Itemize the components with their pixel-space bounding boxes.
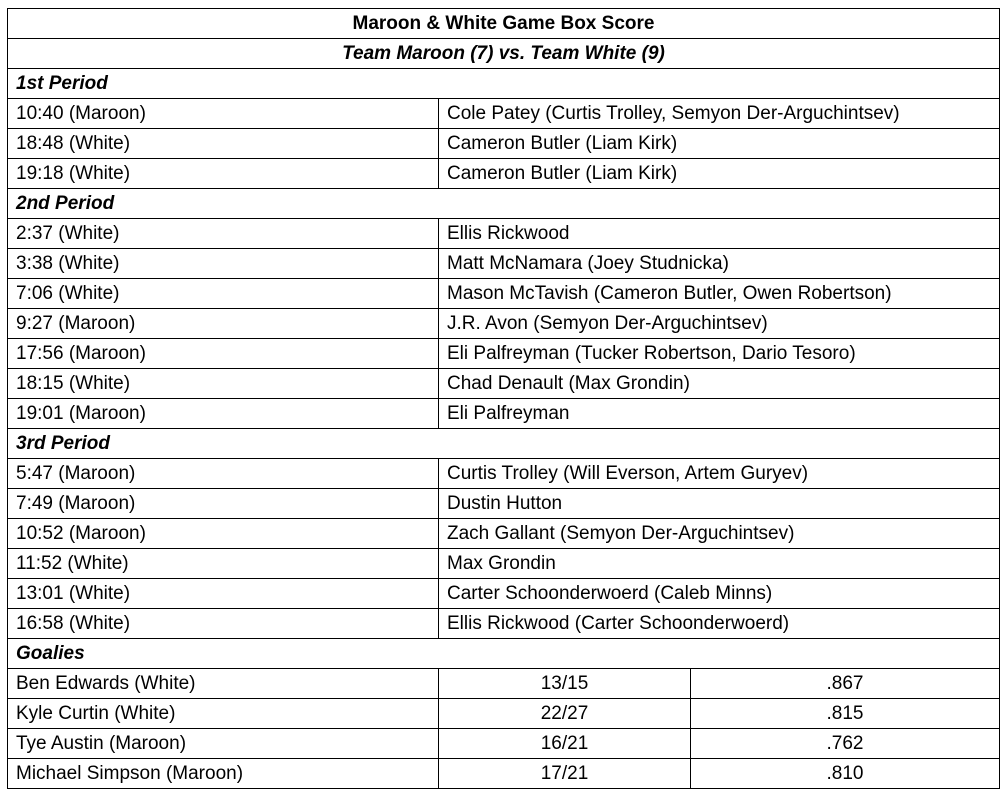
goal-time: 16:58 (White) bbox=[7, 608, 439, 639]
goal-row: 17:56 (Maroon) Eli Palfreyman (Tucker Rob… bbox=[7, 338, 1000, 369]
goal-row: 7:06 (White) Mason McTavish (Cameron Butl… bbox=[7, 278, 1000, 309]
goal-time: 5:47 (Maroon) bbox=[7, 458, 439, 489]
goalie-row: Ben Edwards (White) 13/15.867 bbox=[7, 668, 1000, 699]
goal-time: 13:01 (White) bbox=[7, 578, 439, 609]
goal-scorer: Eli Palfreyman bbox=[438, 398, 1000, 429]
subtitle-row: Team Maroon (7) vs. Team White (9) bbox=[7, 38, 1000, 69]
goal-row: 5:47 (Maroon) Curtis Trolley (Will Everso… bbox=[7, 458, 1000, 489]
box-score-table: Maroon & White Game Box Score Team Maroo… bbox=[7, 8, 1000, 789]
goalie-row: Tye Austin (Maroon) 16/21.762 bbox=[7, 728, 1000, 759]
goalie-save-pct: .810 bbox=[690, 758, 1000, 789]
box-score-body: Maroon & White Game Box Score Team Maroo… bbox=[7, 8, 1000, 789]
section-label: 3rd Period bbox=[7, 428, 1000, 459]
table-subtitle: Team Maroon (7) vs. Team White (9) bbox=[7, 38, 1000, 69]
goal-scorer: Ellis Rickwood (Carter Schoonderwoerd) bbox=[438, 608, 1000, 639]
goal-row: 13:01 (White) Carter Schoonderwoerd (Cale… bbox=[7, 578, 1000, 609]
title-row: Maroon & White Game Box Score bbox=[7, 8, 1000, 39]
goalies-header-row: Goalies bbox=[7, 638, 1000, 669]
goal-scorer: Dustin Hutton bbox=[438, 488, 1000, 519]
goal-row: 16:58 (White) Ellis Rickwood (Carter Scho… bbox=[7, 608, 1000, 639]
goal-row: 9:27 (Maroon) J.R. Avon (Semyon Der-Arguc… bbox=[7, 308, 1000, 339]
section-label: Goalies bbox=[7, 638, 1000, 669]
section-label: 2nd Period bbox=[7, 188, 1000, 219]
goal-scorer: Cameron Butler (Liam Kirk) bbox=[438, 158, 1000, 189]
goal-time: 10:52 (Maroon) bbox=[7, 518, 439, 549]
goal-scorer: Cameron Butler (Liam Kirk) bbox=[438, 128, 1000, 159]
goalie-save-pct: .762 bbox=[690, 728, 1000, 759]
goalie-name: Michael Simpson (Maroon) bbox=[7, 758, 439, 789]
goalie-saves: 17/21 bbox=[438, 758, 691, 789]
goal-scorer: Cole Patey (Curtis Trolley, Semyon Der-A… bbox=[438, 98, 1000, 129]
period-3-header-row: 3rd Period bbox=[7, 428, 1000, 459]
goal-row: 10:40 (Maroon) Cole Patey (Curtis Trolley… bbox=[7, 98, 1000, 129]
goal-row: 11:52 (White) Max Grondin bbox=[7, 548, 1000, 579]
goal-time: 18:15 (White) bbox=[7, 368, 439, 399]
goalie-saves: 16/21 bbox=[438, 728, 691, 759]
goalie-saves: 13/15 bbox=[438, 668, 691, 699]
period-1-header-row: 1st Period bbox=[7, 68, 1000, 99]
goal-scorer: J.R. Avon (Semyon Der-Arguchintsev) bbox=[438, 308, 1000, 339]
goal-time: 7:06 (White) bbox=[7, 278, 439, 309]
goal-time: 3:38 (White) bbox=[7, 248, 439, 279]
goal-scorer: Max Grondin bbox=[438, 548, 1000, 579]
goal-time: 10:40 (Maroon) bbox=[7, 98, 439, 129]
goal-scorer: Eli Palfreyman (Tucker Robertson, Dario … bbox=[438, 338, 1000, 369]
goal-scorer: Chad Denault (Max Grondin) bbox=[438, 368, 1000, 399]
goal-row: 19:01 (Maroon) Eli Palfreyman bbox=[7, 398, 1000, 429]
section-label: 1st Period bbox=[7, 68, 1000, 99]
goal-time: 2:37 (White) bbox=[7, 218, 439, 249]
goal-scorer: Mason McTavish (Cameron Butler, Owen Rob… bbox=[438, 278, 1000, 309]
goal-time: 11:52 (White) bbox=[7, 548, 439, 579]
goal-scorer: Matt McNamara (Joey Studnicka) bbox=[438, 248, 1000, 279]
goal-time: 19:18 (White) bbox=[7, 158, 439, 189]
goal-time: 18:48 (White) bbox=[7, 128, 439, 159]
period-2-header-row: 2nd Period bbox=[7, 188, 1000, 219]
goalie-saves: 22/27 bbox=[438, 698, 691, 729]
goal-row: 18:15 (White) Chad Denault (Max Grondin) bbox=[7, 368, 1000, 399]
goalie-row: Kyle Curtin (White) 22/27.815 bbox=[7, 698, 1000, 729]
goal-scorer: Carter Schoonderwoerd (Caleb Minns) bbox=[438, 578, 1000, 609]
goal-row: 19:18 (White) Cameron Butler (Liam Kirk) bbox=[7, 158, 1000, 189]
goal-time: 9:27 (Maroon) bbox=[7, 308, 439, 339]
goal-time: 7:49 (Maroon) bbox=[7, 488, 439, 519]
goalie-name: Ben Edwards (White) bbox=[7, 668, 439, 699]
goal-row: 2:37 (White) Ellis Rickwood bbox=[7, 218, 1000, 249]
goal-row: 3:38 (White) Matt McNamara (Joey Studnick… bbox=[7, 248, 1000, 279]
table-title: Maroon & White Game Box Score bbox=[7, 8, 1000, 39]
goal-row: 7:49 (Maroon) Dustin Hutton bbox=[7, 488, 1000, 519]
goalie-save-pct: .815 bbox=[690, 698, 1000, 729]
goal-scorer: Curtis Trolley (Will Everson, Artem Gury… bbox=[438, 458, 1000, 489]
goal-scorer: Zach Gallant (Semyon Der-Arguchintsev) bbox=[438, 518, 1000, 549]
goal-row: 10:52 (Maroon) Zach Gallant (Semyon Der-A… bbox=[7, 518, 1000, 549]
goal-row: 18:48 (White) Cameron Butler (Liam Kirk) bbox=[7, 128, 1000, 159]
goalie-save-pct: .867 bbox=[690, 668, 1000, 699]
goalie-name: Tye Austin (Maroon) bbox=[7, 728, 439, 759]
goalie-row: Michael Simpson (Maroon) 17/21.810 bbox=[7, 758, 1000, 789]
goal-scorer: Ellis Rickwood bbox=[438, 218, 1000, 249]
goal-time: 17:56 (Maroon) bbox=[7, 338, 439, 369]
goalie-name: Kyle Curtin (White) bbox=[7, 698, 439, 729]
goal-time: 19:01 (Maroon) bbox=[7, 398, 439, 429]
